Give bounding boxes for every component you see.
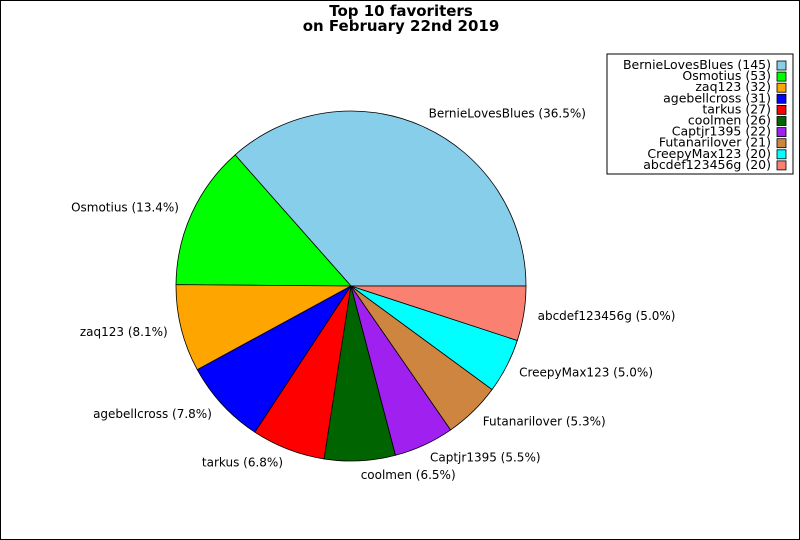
legend-label-tarkus: tarkus (27) [702,101,771,116]
legend-swatch-creepymax123 [776,149,787,160]
pie-slice-osmotius [175,154,352,287]
legend-label-zaq123: zaq123 (32) [695,79,771,94]
slice-label-agebellcross: agebellcross (7.8%) [93,407,212,421]
legend-swatch-captjr1395 [776,127,787,137]
legend-label-osmotius: Osmotius (53) [682,68,771,83]
legend-swatch-coolmen [776,116,787,126]
legend-label-agebellcross: agebellcross (31) [663,90,771,105]
chart-subtitle: on February 22nd 2019 [303,17,500,35]
legend-label-futanarilover: Futanarilover (21) [659,135,771,150]
slice-label-zaq123: zaq123 (8.1%) [80,325,168,339]
legend-swatch-tarkus [776,105,787,115]
pie-slice-zaq123 [175,284,353,371]
chart-title: Top 10 favoriters [329,2,473,20]
legend: BernieLovesBlues (145)Osmotius (53)zaq12… [606,53,794,175]
slice-label-creepymax123: CreepyMax123 (5.0%) [519,365,653,379]
slice-label-coolmen: coolmen (6.5%) [361,468,456,482]
legend-label-bernielovesblues: BernieLovesBlues (145) [623,57,771,72]
slice-label-abcdef123456g: abcdef123456g (5.0%) [538,309,676,323]
legend-label-creepymax123: CreepyMax123 (20) [647,146,771,161]
pie-slice-bernielovesblues [234,110,527,287]
legend-swatch-bernielovesblues [776,60,787,71]
legend-label-coolmen: coolmen (26) [688,113,771,128]
slice-label-osmotius: Osmotius (13.4%) [71,201,179,215]
pie-slices [175,110,527,462]
slice-labels: BernieLovesBlues (36.5%) Osmotius (13.4%)… [71,107,675,482]
legend-label-captjr1395: Captjr1395 (22) [672,124,771,139]
slice-label-tarkus: tarkus (6.8%) [202,455,283,469]
legend-swatch-abcdef123456g [776,160,787,171]
slice-label-futanarilover: Futanarilover (5.3%) [483,415,606,429]
legend-box [606,53,794,175]
pie-slice-abcdef123456g [350,285,527,341]
legend-swatch-zaq123 [776,82,787,93]
slice-label-bernielovesblues: BernieLovesBlues (36.5%) [429,107,586,121]
slice-label-captjr1395: Captjr1395 (5.5%) [430,451,541,465]
legend-swatch-osmotius [776,71,787,82]
legend-swatch-futanarilover [776,138,787,149]
legend-swatch-agebellcross [776,93,787,104]
legend-label-abcdef123456g: abcdef123456g (20) [643,157,771,172]
